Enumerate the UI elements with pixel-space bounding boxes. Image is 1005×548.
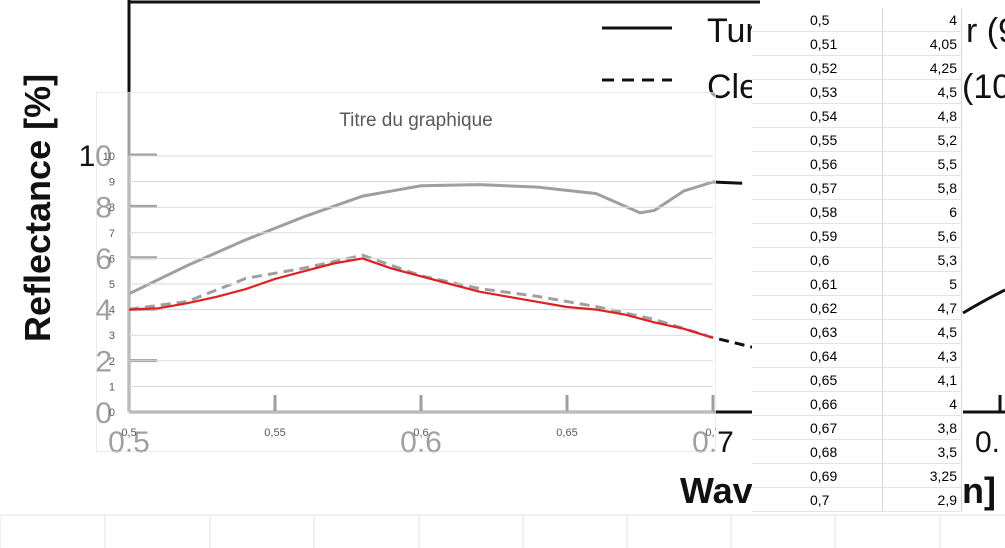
cell-reflectance[interactable]: 3,8 [882, 415, 963, 440]
table-row: 0,55 5,2 [752, 127, 963, 152]
cell-reflectance[interactable]: 4 [882, 391, 963, 416]
table-row: 0,59 5,6 [752, 223, 963, 248]
table-row: 0,68 3,5 [752, 439, 963, 464]
table-row: 0,58 6 [752, 199, 963, 224]
table-row: 0,6 5,3 [752, 247, 963, 272]
cell-reflectance[interactable]: 4,25 [882, 55, 963, 80]
cell-reflectance[interactable]: 4,1 [882, 367, 963, 392]
chart-y-tick-label: 1 [109, 381, 115, 393]
table-row: 0,57 5,8 [752, 175, 963, 200]
cell-reflectance[interactable]: 4,5 [882, 79, 963, 104]
chart-x-tick-label: 0,6 [413, 427, 428, 439]
cell-reflectance[interactable]: 5,8 [882, 175, 963, 200]
cell-wavelength[interactable]: 0,63 [752, 319, 883, 344]
cell-wavelength[interactable]: 0,67 [752, 415, 883, 440]
cell-wavelength[interactable]: 0,52 [752, 55, 883, 80]
cell-wavelength[interactable]: 0,68 [752, 439, 883, 464]
cell-reflectance[interactable]: 2,9 [882, 487, 963, 512]
cell-reflectance[interactable]: 3,5 [882, 439, 963, 464]
cell-wavelength[interactable]: 0,59 [752, 223, 883, 248]
cell-reflectance[interactable]: 5,2 [882, 127, 963, 152]
cell-wavelength[interactable]: 0,51 [752, 31, 883, 56]
bg-x-axis-label-right: n] [962, 470, 996, 511]
chart-x-tick-label: 0,55 [264, 427, 285, 439]
cell-wavelength[interactable]: 0,54 [752, 103, 883, 128]
table-row: 0,56 5,5 [752, 151, 963, 176]
chart-x-tick-label: 0,65 [556, 427, 577, 439]
cell-reflectance[interactable]: 5 [882, 271, 963, 296]
cell-reflectance[interactable]: 5,5 [882, 151, 963, 176]
bg-x-tick-right: 0. [975, 426, 1000, 459]
bg-legend-solid-label: Tur [707, 12, 757, 50]
cell-wavelength[interactable]: 0,5 [752, 8, 883, 32]
cell-reflectance[interactable]: 4,7 [882, 295, 963, 320]
chart-y-tick-label: 5 [109, 279, 115, 291]
cell-wavelength[interactable]: 0,61 [752, 271, 883, 296]
chart-y-tick-label: 0 [109, 407, 115, 419]
bg-legend-solid-suffix: r (9 [966, 12, 1005, 50]
cell-reflectance[interactable]: 4 [882, 8, 963, 32]
table-row: 0,65 4,1 [752, 367, 963, 392]
table-row: 0,7 2,9 [752, 487, 963, 512]
cell-wavelength[interactable]: 0,65 [752, 367, 883, 392]
bg-legend-dashed-suffix: (10 [962, 68, 1005, 106]
cell-reflectance[interactable]: 6 [882, 199, 963, 224]
cell-wavelength[interactable]: 0,64 [752, 343, 883, 368]
table-row: 0,67 3,8 [752, 415, 963, 440]
table-row: 0,63 4,5 [752, 319, 963, 344]
table-row: 0,64 4,3 [752, 343, 963, 368]
table-row: 0,66 4 [752, 391, 963, 416]
cell-wavelength[interactable]: 0,62 [752, 295, 883, 320]
cell-wavelength[interactable]: 0,56 [752, 151, 883, 176]
cell-reflectance[interactable]: 5,6 [882, 223, 963, 248]
cell-wavelength[interactable]: 0,7 [752, 487, 883, 512]
bg-x-axis-label: Wav [680, 470, 753, 511]
chart-y-tick-label: 8 [109, 202, 115, 214]
cell-wavelength[interactable]: 0,55 [752, 127, 883, 152]
table-row: 0,61 5 [752, 271, 963, 296]
chart-y-tick-label: 10 [103, 151, 115, 163]
series-line[interactable] [128, 257, 714, 339]
chart-y-tick-label: 3 [109, 330, 115, 342]
cell-wavelength[interactable]: 0,57 [752, 175, 883, 200]
table-row: 0,54 4,8 [752, 103, 963, 128]
chart-y-tick-label: 2 [109, 356, 115, 368]
cell-reflectance[interactable]: 5,3 [882, 247, 963, 272]
bg-right-curve-fragment [962, 288, 1005, 315]
chart-title: Titre du graphique [339, 110, 493, 131]
chart-y-tick-label: 9 [109, 177, 115, 189]
table-row: 0,52 4,25 [752, 55, 963, 80]
cell-wavelength[interactable]: 0,58 [752, 199, 883, 224]
chart-x-tick-label: 0,7 [705, 427, 716, 439]
cell-wavelength[interactable]: 0,6 [752, 247, 883, 272]
table-row: 0,62 4,7 [752, 295, 963, 320]
cell-reflectance[interactable]: 4,3 [882, 343, 963, 368]
cell-reflectance[interactable]: 4,05 [882, 31, 963, 56]
chart-y-tick-label: 7 [109, 228, 115, 240]
cell-wavelength[interactable]: 0,53 [752, 79, 883, 104]
bg-y-axis-label: Reflectance [%] [17, 74, 58, 342]
cell-reflectance[interactable]: 4,5 [882, 319, 963, 344]
chart-x-tick-label: 0,5 [121, 427, 136, 439]
cell-reflectance[interactable]: 3,25 [882, 463, 963, 488]
excel-chart[interactable]: Titre du graphique 0 1 2 3 4 5 6 7 8 9 10 0,5 0,55 0,… [96, 92, 716, 452]
data-table: 0,5 4 0,51 4,05 0,52 4,25 0,53 4,5 0,54 4,8 0,55 5,… [752, 8, 963, 512]
chart-y-tick-label: 4 [109, 305, 115, 317]
cell-reflectance[interactable]: 4,8 [882, 103, 963, 128]
table-row: 0,69 3,25 [752, 463, 963, 488]
table-row: 0,5 4 [752, 8, 963, 32]
cell-wavelength[interactable]: 0,69 [752, 463, 883, 488]
cell-wavelength[interactable]: 0,66 [752, 391, 883, 416]
chart-y-tick-label: 6 [109, 253, 115, 265]
table-row: 0,53 4,5 [752, 79, 963, 104]
table-row: 0,51 4,05 [752, 31, 963, 56]
